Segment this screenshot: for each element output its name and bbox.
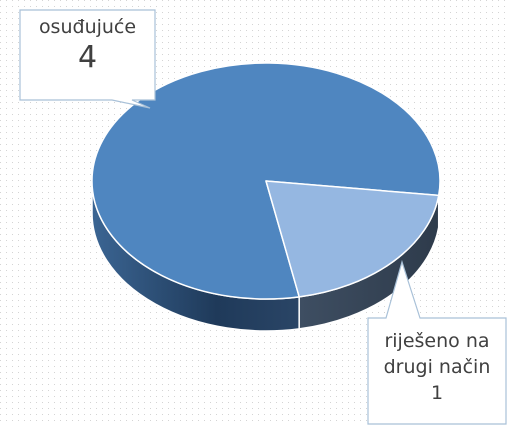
- data-label: osuđujuće 4: [20, 14, 155, 76]
- callout-box: [367, 259, 507, 425]
- callout-box: [19, 9, 156, 109]
- pie: [91, 62, 441, 332]
- pie-slice: [265, 180, 440, 298]
- value-label: 1: [430, 382, 444, 404]
- value-label: 4: [77, 40, 98, 75]
- category-label: osuđujuće: [38, 16, 137, 38]
- data-label: riješeno na drugi način 1: [370, 328, 504, 406]
- category-label: riješeno na drugi način: [383, 330, 491, 378]
